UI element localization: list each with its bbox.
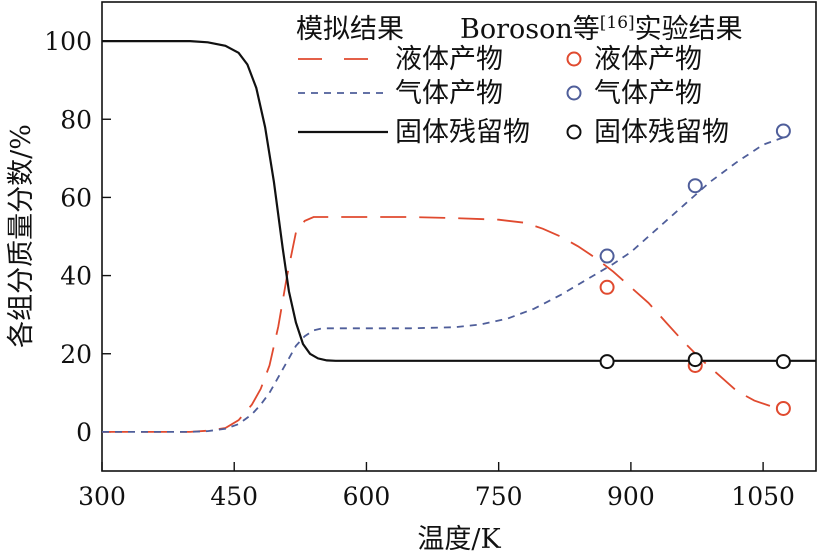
legend-marker-experiment [566,51,582,67]
data-series [102,39,816,433]
x-tick-label: 450 [210,482,258,511]
y-tick-label: 40 [60,262,92,291]
data-point-experiment-marker [599,354,615,370]
x-tick-label: 600 [343,482,391,511]
data-point-experiment-marker [687,178,703,194]
data-point-experiment-marker [775,400,791,416]
legend-label-experiment: 气体产物 [594,78,702,109]
legend-label-experiment: 固体残留物 [594,117,729,148]
x-tick-label: 900 [607,482,655,511]
x-tick-label: 750 [475,482,523,511]
legend-label-simulation: 液体产物 [395,44,503,75]
legend-header-exp-ref: [16] [600,13,635,33]
legend-label-simulation: 气体产物 [395,78,503,109]
data-point-experiment-marker [599,279,615,295]
legend-label-experiment: 液体产物 [594,44,702,75]
y-tick-label: 80 [60,105,92,134]
data-point-experiment-marker [775,123,791,139]
series-line-simulation-short-dash [102,135,786,433]
x-tick-label: 1050 [731,482,795,511]
legend-label-simulation: 固体残留物 [395,117,530,148]
legend: 模拟结果 Boroson等[16]实验结果 液体产物气体产物固体残留物液体产物气… [296,13,743,148]
axis-ticks: 300 450 600 750 900 1050 0 20 40 60 80 100 [44,27,795,511]
x-tick-label: 300 [78,482,126,511]
series-line-simulation-long-dash [102,216,786,433]
data-point-experiment-marker [775,354,791,370]
y-axis-label: 各组分质量分数/% [6,124,37,348]
data-point-experiment-marker [599,248,615,264]
legend-marker-experiment [566,85,582,101]
series-line-simulation-solid [102,39,816,362]
legend-header-experiment: Boroson等[16]实验结果 [460,13,743,45]
y-tick-label: 60 [60,183,92,212]
legend-header-exp-author: Boroson等 [460,14,600,45]
data-point-experiment-marker [687,352,703,368]
legend-header-simulation: 模拟结果 [296,14,404,45]
legend-header-exp-suffix: 实验结果 [635,14,743,45]
plot-frame [101,1,817,472]
y-tick-label: 100 [44,27,92,56]
plot-area [101,1,817,472]
y-tick-label: 0 [76,418,92,447]
y-tick-label: 20 [60,340,92,369]
x-axis-label: 温度/K [417,524,501,555]
legend-marker-experiment [566,124,582,140]
